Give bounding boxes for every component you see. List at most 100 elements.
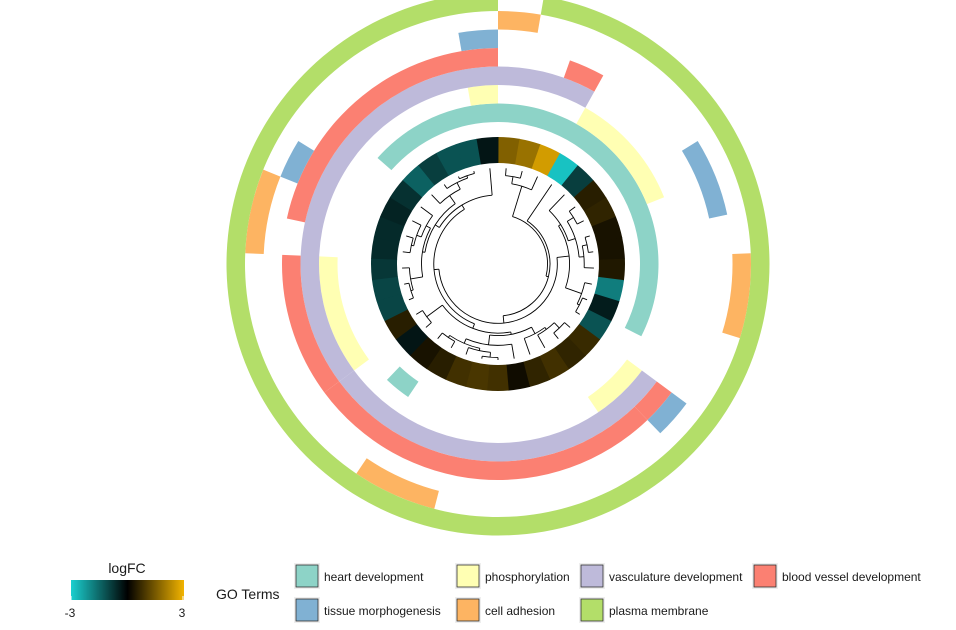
term-segment — [245, 169, 281, 255]
term-segment — [634, 381, 672, 420]
logfc-cell — [596, 237, 625, 261]
colorbar-gradient — [71, 580, 184, 600]
dendrogram-arc — [576, 282, 586, 305]
term-segment — [319, 256, 369, 371]
dendrogram-arc — [489, 326, 532, 336]
dendrogram-branch — [425, 225, 431, 229]
dendrogram-branch — [502, 315, 505, 324]
term-segment — [386, 366, 419, 397]
dendrogram-branch — [556, 255, 570, 258]
logfc-cell — [436, 144, 465, 176]
term-segment — [300, 66, 498, 382]
go-term-label: vasculature development — [609, 570, 743, 584]
dendrogram-branch — [408, 297, 414, 301]
dendrogram-arc — [438, 194, 493, 228]
logfc-cell — [426, 347, 457, 380]
logfc-cell — [455, 138, 482, 169]
logfc-cell — [370, 258, 398, 281]
dendrogram-branch — [545, 275, 549, 278]
logfc-cell — [531, 144, 561, 177]
term-segment — [498, 66, 595, 108]
logfc-cell — [578, 309, 612, 340]
dendrogram-arc — [482, 355, 499, 359]
term-segment — [587, 359, 642, 413]
term-segment — [722, 253, 751, 339]
dendrogram-arc — [446, 177, 468, 189]
go-terms-legend: GO Terms heart development phosphorylatio… — [216, 563, 921, 623]
dendrogram-branch — [582, 244, 588, 247]
logfc-cell — [486, 364, 509, 392]
go-terms-legend-title: GO Terms — [216, 586, 280, 602]
logfc-heatmap-ring — [370, 137, 625, 392]
dendrogram-branch — [564, 322, 571, 328]
dendrogram-branch — [412, 220, 422, 226]
logfc-cell — [380, 196, 413, 227]
go-term-swatch — [295, 564, 319, 588]
dendrogram-branch — [553, 332, 559, 339]
logfc-cell — [418, 152, 450, 186]
go-term-label: heart development — [324, 570, 424, 584]
dendrogram-branch — [406, 235, 414, 239]
dendrogram-branch — [449, 195, 456, 204]
dendrogram-arc — [524, 327, 546, 339]
dendrogram-branch — [473, 170, 475, 174]
term-segment — [681, 141, 728, 219]
logfc-cell — [395, 323, 429, 356]
dendrogram-branch — [569, 206, 576, 212]
dendrogram-branch — [567, 217, 574, 222]
dendrogram-branch — [461, 204, 465, 210]
dendrogram-branch — [456, 182, 461, 190]
logfc-cell — [523, 356, 551, 388]
term-segment — [339, 370, 657, 462]
dendrogram-arc — [503, 220, 551, 317]
dendrogram-branch — [531, 176, 538, 191]
dendrogram-branch — [531, 326, 536, 334]
dendrogram-branch — [463, 338, 467, 344]
dendrogram-branch — [410, 276, 423, 280]
dendrogram-branch — [526, 184, 553, 222]
dendrogram-arc — [568, 211, 578, 225]
dendrogram-branch — [588, 251, 594, 253]
term-segment — [563, 60, 604, 92]
dendrogram-branch — [511, 176, 514, 184]
term-segment — [498, 11, 541, 33]
dendrogram-branch — [582, 297, 588, 301]
go-term-swatch — [295, 598, 319, 622]
logfc-cell — [584, 197, 617, 227]
go-term-label: tissue morphogenesis — [324, 604, 441, 618]
dendrogram-arc — [581, 245, 585, 268]
dendrogram-branch — [505, 168, 507, 176]
go-term-label: blood vessel development — [782, 570, 921, 584]
logfc-cell — [409, 336, 442, 370]
logfc-cell — [376, 293, 408, 322]
logfc-cell — [402, 164, 435, 198]
gene-dendrogram — [402, 168, 594, 360]
term-segment — [286, 47, 498, 223]
dendrogram-branch — [584, 282, 592, 285]
dendrogram-branch — [404, 282, 410, 285]
dendrogram-arc — [512, 216, 549, 277]
logfc-cell — [547, 153, 579, 186]
colorbar-legend: logFC -3 3 — [65, 560, 186, 620]
dendrogram-arc — [505, 175, 521, 179]
logfc-cell — [573, 180, 607, 212]
dendrogram-branch — [416, 310, 423, 315]
dendrogram-branch — [553, 322, 560, 329]
dendrogram-arc — [558, 225, 570, 288]
dendrogram-arc — [537, 322, 555, 336]
go-term-swatch — [580, 598, 604, 622]
dendrogram-arc — [566, 221, 580, 258]
dendrogram-arc — [553, 322, 565, 334]
logfc-cell — [594, 276, 624, 302]
term-segment — [647, 392, 687, 434]
term-segment — [324, 381, 648, 480]
dendrogram-branch — [489, 168, 493, 196]
logfc-cell — [389, 179, 423, 212]
dendrogram-branch — [512, 186, 523, 217]
logfc-cell — [498, 137, 520, 165]
go-term-label: plasma membrane — [609, 604, 709, 618]
term-segment — [576, 107, 665, 205]
dendrogram-branch — [537, 334, 546, 349]
dendrogram-branch — [548, 194, 565, 211]
dendrogram-branch — [584, 235, 590, 238]
